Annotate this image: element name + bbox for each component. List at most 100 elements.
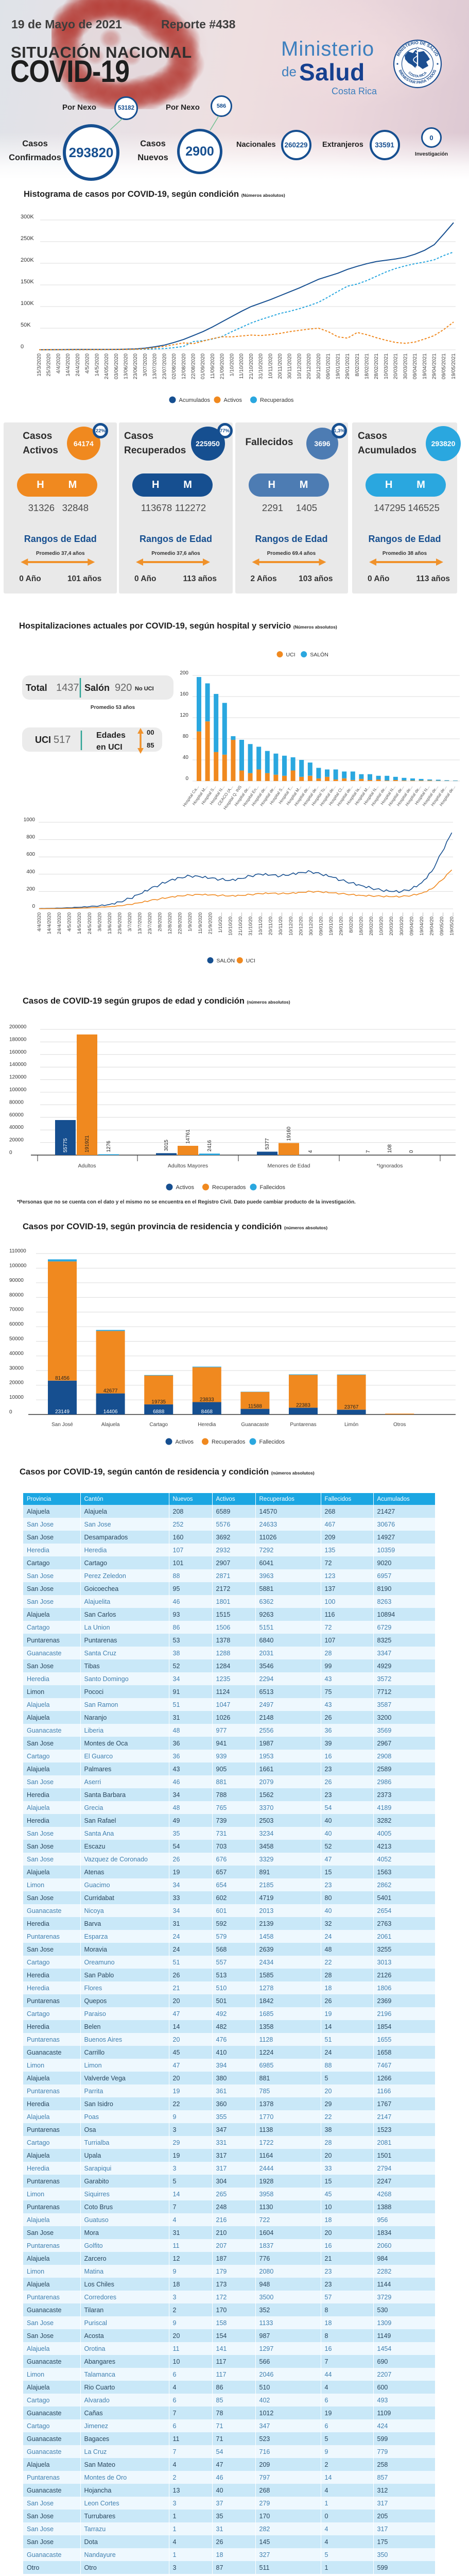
svg-text:23833: 23833 (200, 1397, 214, 1403)
svg-text:0: 0 (9, 1150, 12, 1156)
svg-text:20/03/20...: 20/03/20... (389, 912, 394, 936)
svg-text:13/7/2020: 13/7/2020 (137, 912, 143, 934)
svg-text:Activos: Activos (176, 1184, 195, 1191)
svg-text:120: 120 (180, 713, 188, 718)
svg-text:1/10/2020: 1/10/2020 (229, 353, 235, 377)
svg-text:4/4/2020: 4/4/2020 (56, 353, 61, 374)
svg-text:600: 600 (26, 852, 35, 857)
svg-text:SALÓN: SALÓN (217, 957, 235, 964)
svg-text:90000: 90000 (9, 1278, 24, 1283)
svg-text:29/01/20...: 29/01/20... (339, 912, 344, 936)
svg-text:19/05/20...: 19/05/20... (449, 912, 455, 936)
svg-text:8/02/2021: 8/02/2021 (355, 353, 360, 377)
svg-text:Limón: Limón (344, 1422, 358, 1428)
svg-text:20000: 20000 (9, 1380, 24, 1386)
svg-text:28/02/2021: 28/02/2021 (374, 353, 379, 379)
svg-text:09/04/20...: 09/04/20... (409, 912, 414, 936)
svg-text:18/02/20...: 18/02/20... (359, 912, 364, 936)
svg-text:60000: 60000 (9, 1112, 24, 1118)
svg-text:800: 800 (26, 835, 35, 840)
svg-text:24/4/2020: 24/4/2020 (75, 353, 81, 377)
svg-text:10/12/2020: 10/12/2020 (297, 353, 302, 379)
svg-text:7: 7 (366, 1150, 371, 1153)
svg-text:30/03/20...: 30/03/20... (399, 912, 405, 936)
svg-text:0: 0 (32, 904, 35, 909)
svg-text:40: 40 (183, 755, 189, 760)
svg-text:30/03/2021: 30/03/2021 (403, 353, 408, 379)
svg-text:60000: 60000 (9, 1321, 24, 1327)
svg-text:110000: 110000 (9, 1248, 26, 1254)
svg-text:21/09/2020: 21/09/2020 (220, 353, 225, 379)
svg-text:14/5/2020: 14/5/2020 (77, 912, 82, 934)
svg-text:200000: 200000 (9, 1024, 27, 1030)
svg-text:5377: 5377 (265, 1138, 270, 1150)
svg-text:Guanacaste: Guanacaste (241, 1422, 269, 1428)
svg-text:Adultos: Adultos (78, 1163, 96, 1169)
svg-text:San José: San José (51, 1422, 73, 1428)
svg-text:250K: 250K (21, 235, 34, 242)
svg-text:22/8/2020: 22/8/2020 (178, 912, 183, 934)
svg-text:Recuperados: Recuperados (212, 1439, 246, 1445)
svg-text:Menores de Edad: Menores de Edad (268, 1163, 310, 1169)
svg-text:40000: 40000 (9, 1351, 24, 1357)
svg-text:14761: 14761 (185, 1129, 191, 1144)
svg-text:18/02/2021: 18/02/2021 (364, 353, 370, 379)
svg-text:22383: 22383 (296, 1402, 310, 1408)
svg-text:55775: 55775 (63, 1138, 68, 1153)
svg-text:140000: 140000 (9, 1062, 27, 1067)
svg-text:02/08/2020: 02/08/2020 (171, 353, 177, 379)
svg-text:09/05/2021: 09/05/2021 (441, 353, 447, 379)
svg-text:23/7/2020: 23/7/2020 (147, 912, 153, 934)
svg-text:09/01/2021: 09/01/2021 (326, 353, 332, 379)
svg-text:10/11/2020: 10/11/2020 (268, 353, 273, 379)
svg-text:23/6/2020: 23/6/2020 (117, 912, 123, 934)
svg-text:Recuperados: Recuperados (212, 1184, 246, 1191)
svg-text:Alajuela: Alajuela (101, 1422, 120, 1428)
svg-text:19/01/2021: 19/01/2021 (335, 353, 341, 379)
svg-text:3/7/2020: 3/7/2020 (127, 912, 133, 931)
svg-text:29/01/2021: 29/01/2021 (345, 353, 351, 379)
svg-text:400: 400 (26, 869, 35, 875)
svg-text:23149: 23149 (55, 1409, 70, 1415)
svg-text:0: 0 (409, 1150, 414, 1153)
svg-text:50K: 50K (21, 322, 31, 328)
svg-text:30/11/20...: 30/11/20... (278, 912, 284, 935)
svg-text:21/9/2020: 21/9/2020 (207, 912, 213, 934)
svg-text:80000: 80000 (9, 1099, 24, 1105)
svg-text:11588: 11588 (248, 1404, 263, 1410)
svg-text:6888: 6888 (153, 1409, 165, 1415)
svg-text:09/01/20...: 09/01/20... (318, 912, 324, 936)
svg-text:23/07/2020: 23/07/2020 (162, 353, 167, 379)
svg-text:100000: 100000 (9, 1087, 27, 1093)
svg-text:14/4/2020: 14/4/2020 (65, 353, 71, 377)
svg-text:2/8/2020: 2/8/2020 (158, 912, 163, 931)
svg-text:10000: 10000 (9, 1395, 24, 1400)
svg-text:200: 200 (180, 670, 188, 676)
svg-text:150K: 150K (21, 279, 34, 285)
svg-text:Fallecidos: Fallecidos (259, 1439, 285, 1445)
svg-text:191921: 191921 (84, 1135, 90, 1153)
svg-text:21/10/2020: 21/10/2020 (249, 353, 254, 379)
svg-text:20/11/20...: 20/11/20... (268, 912, 274, 935)
svg-text:Acumulados: Acumulados (179, 397, 211, 403)
svg-text:1/9/2020: 1/9/2020 (187, 912, 193, 931)
svg-text:14/4/2020: 14/4/2020 (47, 912, 53, 934)
svg-text:Activos: Activos (176, 1439, 194, 1445)
svg-text:24/4/2020: 24/4/2020 (57, 912, 62, 934)
svg-text:UCI: UCI (246, 958, 255, 964)
svg-text:8/02/20...: 8/02/20... (349, 912, 354, 933)
svg-text:20/12/20...: 20/12/20... (298, 912, 304, 936)
svg-text:19/04/2021: 19/04/2021 (422, 353, 428, 379)
svg-text:Heredia: Heredia (198, 1422, 216, 1428)
svg-text:22/08/2020: 22/08/2020 (191, 353, 197, 379)
svg-text:10/03/20...: 10/03/20... (379, 912, 385, 936)
svg-text:42677: 42677 (103, 1388, 118, 1394)
svg-text:4/5/2020: 4/5/2020 (67, 912, 73, 931)
svg-text:3/6/2020: 3/6/2020 (97, 912, 102, 931)
svg-text:13/6/2020: 13/6/2020 (107, 912, 113, 934)
svg-text:50000: 50000 (9, 1336, 24, 1342)
svg-text:200K: 200K (21, 257, 34, 263)
svg-text:11/10/2020: 11/10/2020 (239, 353, 245, 379)
svg-text:10/12/20...: 10/12/20... (288, 912, 294, 936)
svg-text:24/05/2020: 24/05/2020 (104, 353, 110, 379)
